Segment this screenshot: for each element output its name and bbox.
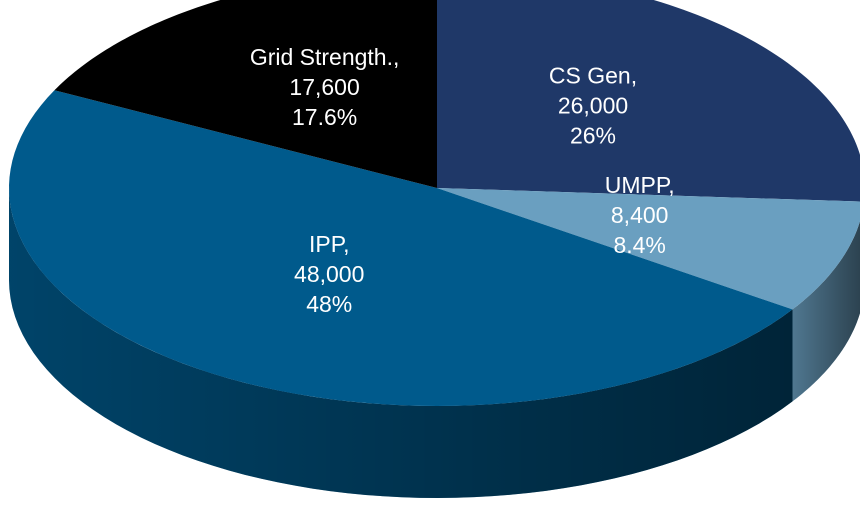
label-category: CS Gen, <box>549 62 637 88</box>
slice <box>9 90 793 407</box>
label-percent: 26% <box>570 122 616 148</box>
label-category: Grid Strength., <box>250 44 400 70</box>
label-category: UMPP, <box>605 172 675 198</box>
slice <box>437 188 860 310</box>
label-value: 17,600 <box>289 74 359 100</box>
label-value: 8,400 <box>611 202 669 228</box>
label-percent: 48% <box>306 291 352 317</box>
data-label: IPP, 48,000 48% <box>294 231 364 317</box>
data-label: CS Gen, 26,000 26% <box>549 62 637 148</box>
slice-side-shade <box>792 221 860 402</box>
label-value: 48,000 <box>294 261 364 287</box>
label-value: 26,000 <box>558 92 628 118</box>
label-category: IPP, <box>309 231 350 257</box>
data-label: UMPP, 8,400 8.4% <box>605 172 675 258</box>
data-label: Grid Strength., 17,600 17.6% <box>250 44 400 130</box>
label-percent: 8.4% <box>613 232 665 258</box>
slice <box>54 0 437 188</box>
label-percent: 17.6% <box>292 104 357 130</box>
slice <box>437 0 860 202</box>
slice-side-shade <box>9 188 793 498</box>
